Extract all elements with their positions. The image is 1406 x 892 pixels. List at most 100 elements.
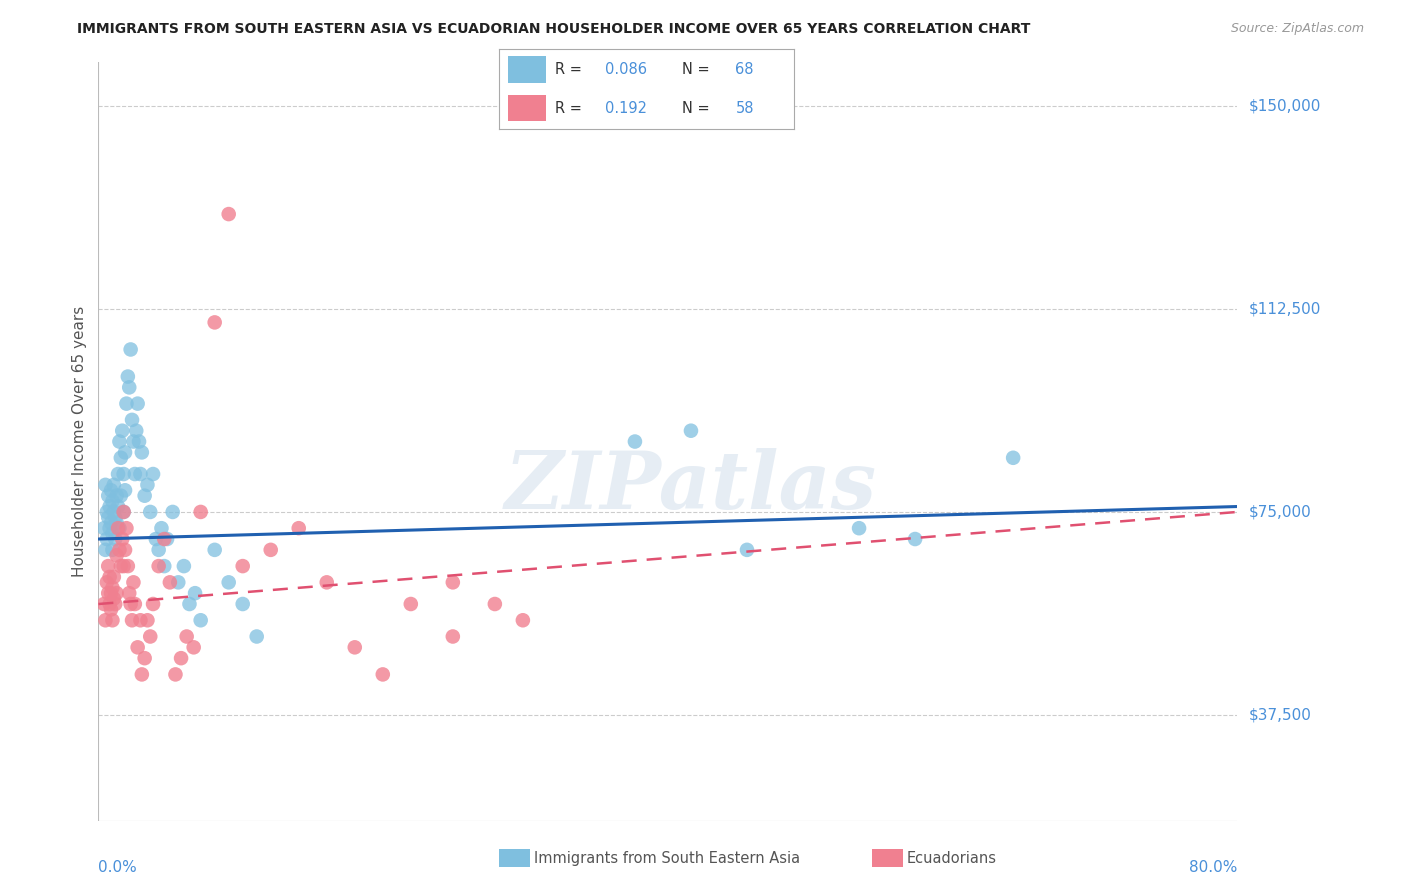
Point (120, 597, 142, 611)
Y-axis label: Householder Income Over 65 years: Householder Income Over 65 years (72, 306, 87, 577)
Point (104, 597, 127, 611)
Point (204, 542, 226, 557)
Point (142, 467, 165, 481)
Point (204, 315, 226, 329)
Point (129, 467, 152, 481)
Point (111, 424, 134, 438)
Text: 80.0%: 80.0% (1189, 860, 1237, 874)
Point (287, 521, 309, 535)
Point (218, 575, 240, 590)
Point (315, 575, 337, 590)
Point (184, 586, 207, 600)
Point (97, 510, 120, 524)
Point (145, 532, 167, 546)
Point (131, 445, 153, 459)
Text: $37,500: $37,500 (1249, 707, 1312, 723)
Point (127, 640, 149, 655)
Point (101, 526, 124, 541)
Point (110, 450, 132, 465)
Point (108, 521, 131, 535)
Point (679, 424, 702, 438)
Point (232, 597, 254, 611)
Point (371, 667, 394, 681)
Point (96, 505, 118, 519)
Point (101, 542, 124, 557)
Point (103, 570, 125, 584)
Text: 68: 68 (735, 62, 754, 77)
Point (190, 505, 212, 519)
Text: $75,000: $75,000 (1249, 505, 1312, 519)
Point (131, 667, 153, 681)
Point (115, 521, 138, 535)
Point (93, 597, 115, 611)
Point (139, 630, 162, 644)
Text: Ecuadorians: Ecuadorians (907, 851, 997, 865)
Bar (508, 56, 547, 83)
Point (100, 602, 122, 616)
Text: $150,000: $150,000 (1249, 98, 1320, 113)
Text: ZIPatlas: ZIPatlas (505, 449, 877, 525)
Point (848, 521, 870, 535)
Point (399, 597, 422, 611)
Point (112, 505, 135, 519)
Point (114, 445, 136, 459)
Text: 0.192: 0.192 (606, 101, 647, 116)
Point (114, 542, 136, 557)
Point (260, 542, 283, 557)
Point (125, 424, 148, 438)
Point (142, 597, 165, 611)
Point (105, 489, 128, 503)
Point (246, 630, 269, 644)
Point (96, 575, 118, 590)
Text: N =: N = (682, 62, 714, 77)
Point (101, 613, 124, 627)
Point (232, 559, 254, 574)
Point (98, 597, 121, 611)
Text: 58: 58 (735, 101, 754, 116)
Point (165, 667, 187, 681)
Point (159, 575, 181, 590)
Point (101, 581, 124, 595)
Point (129, 613, 152, 627)
Point (112, 467, 135, 481)
Point (122, 575, 145, 590)
Point (176, 630, 198, 644)
Point (190, 613, 212, 627)
Point (101, 494, 124, 508)
Point (150, 521, 173, 535)
Text: IMMIGRANTS FROM SOUTH EASTERN ASIA VS ECUADORIAN HOUSEHOLDER INCOME OVER 65 YEAR: IMMIGRANTS FROM SOUTH EASTERN ASIA VS EC… (77, 22, 1031, 37)
Point (112, 505, 135, 519)
Point (124, 597, 146, 611)
Point (97, 559, 120, 574)
Point (110, 489, 132, 503)
Point (134, 489, 156, 503)
Point (117, 369, 139, 384)
Point (624, 434, 647, 449)
Point (118, 586, 141, 600)
Point (153, 532, 176, 546)
Point (94, 478, 117, 492)
Point (162, 505, 184, 519)
Point (100, 483, 122, 498)
Point (1002, 450, 1025, 465)
Point (484, 597, 506, 611)
Point (173, 559, 195, 574)
Point (103, 505, 125, 519)
Point (170, 651, 193, 665)
Point (108, 434, 131, 449)
Point (218, 207, 240, 221)
Point (105, 586, 128, 600)
Point (103, 478, 125, 492)
Point (121, 413, 143, 427)
Bar (508, 95, 547, 121)
Point (94, 613, 117, 627)
Text: $112,500: $112,500 (1249, 301, 1320, 317)
Point (110, 559, 132, 574)
Point (97, 586, 120, 600)
Point (136, 613, 159, 627)
Point (156, 532, 179, 546)
Point (441, 630, 464, 644)
Text: R =: R = (555, 101, 586, 116)
Point (134, 651, 156, 665)
Point (153, 559, 176, 574)
